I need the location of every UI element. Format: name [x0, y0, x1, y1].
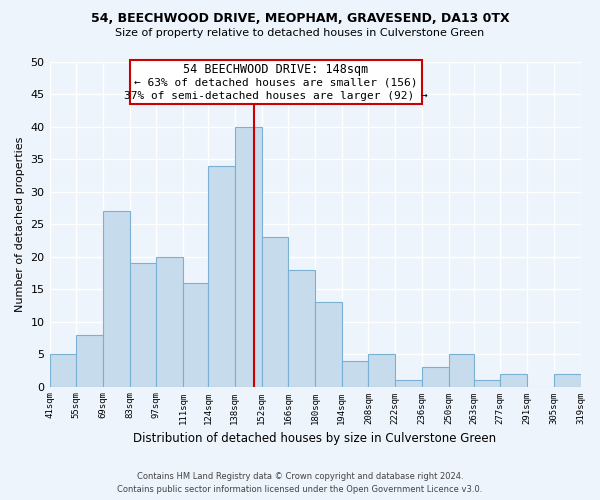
Text: 54, BEECHWOOD DRIVE, MEOPHAM, GRAVESEND, DA13 0TX: 54, BEECHWOOD DRIVE, MEOPHAM, GRAVESEND,…	[91, 12, 509, 26]
Text: 54 BEECHWOOD DRIVE: 148sqm: 54 BEECHWOOD DRIVE: 148sqm	[183, 64, 368, 76]
Bar	[500, 374, 527, 386]
Bar	[554, 374, 581, 386]
Bar	[449, 354, 473, 386]
Bar	[103, 211, 130, 386]
Bar	[183, 282, 208, 387]
Bar	[130, 263, 157, 386]
Bar	[368, 354, 395, 386]
Text: Contains HM Land Registry data © Crown copyright and database right 2024.
Contai: Contains HM Land Registry data © Crown c…	[118, 472, 482, 494]
Bar	[130, 60, 422, 104]
Bar	[395, 380, 422, 386]
Text: Size of property relative to detached houses in Culverstone Green: Size of property relative to detached ho…	[115, 28, 485, 38]
Bar	[208, 166, 235, 386]
Bar	[315, 302, 342, 386]
Bar	[288, 270, 315, 386]
X-axis label: Distribution of detached houses by size in Culverstone Green: Distribution of detached houses by size …	[133, 432, 497, 445]
Text: ← 63% of detached houses are smaller (156): ← 63% of detached houses are smaller (15…	[134, 78, 418, 88]
Bar	[422, 367, 449, 386]
Y-axis label: Number of detached properties: Number of detached properties	[15, 136, 25, 312]
Text: 37% of semi-detached houses are larger (92) →: 37% of semi-detached houses are larger (…	[124, 91, 428, 101]
Bar	[342, 360, 368, 386]
Bar	[235, 126, 262, 386]
Bar	[157, 256, 183, 386]
Bar	[50, 354, 76, 386]
Bar	[76, 334, 103, 386]
Bar	[473, 380, 500, 386]
Bar	[262, 237, 288, 386]
